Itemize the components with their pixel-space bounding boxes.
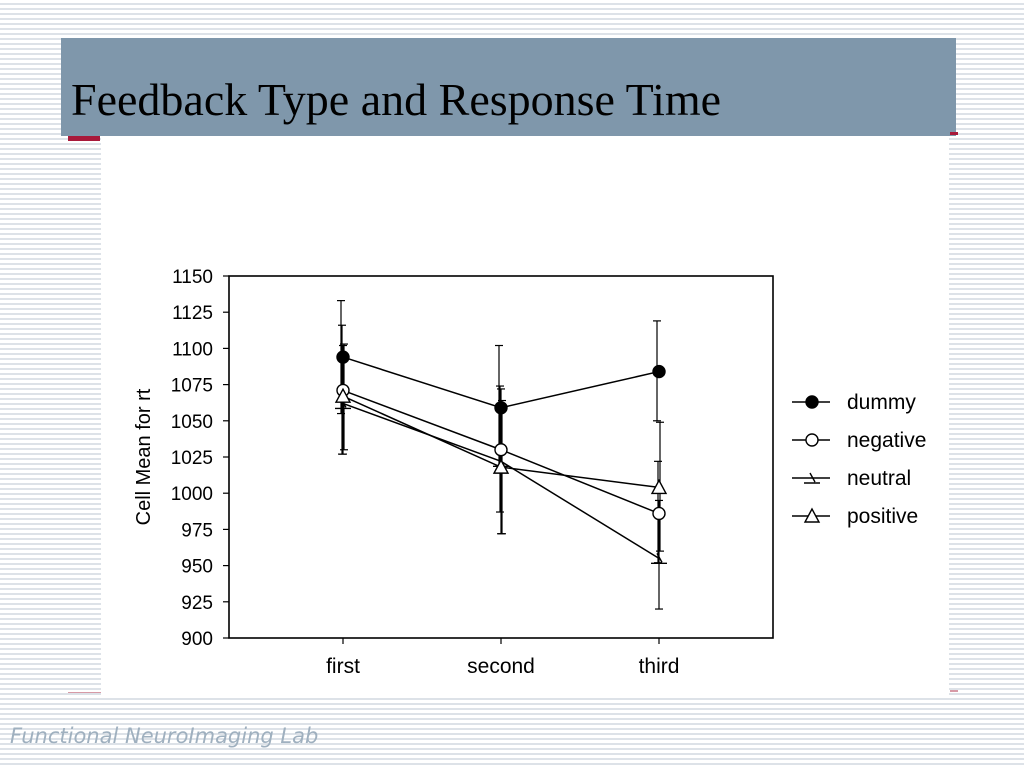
legend-label: negative	[847, 429, 926, 452]
data-point-dummy	[336, 350, 350, 364]
data-point-positive	[492, 458, 510, 474]
y-axis-label: Cell Mean for rt	[133, 388, 155, 525]
y-tick-label: 1150	[172, 267, 213, 288]
slide-content-panel	[101, 130, 949, 695]
x-tick-label: second	[467, 655, 535, 678]
data-point-positive	[650, 478, 668, 495]
legend-label: neutral	[847, 467, 911, 490]
y-tick-label: 1100	[172, 339, 213, 360]
legend-marker-neutral	[804, 472, 820, 484]
legend-marker-positive	[803, 507, 821, 523]
x-tick-label: third	[639, 655, 680, 678]
y-tick-label: 925	[181, 593, 213, 614]
data-point-positive	[334, 387, 352, 403]
title-accent-bar-right	[950, 132, 958, 135]
y-tick-label: 900	[181, 629, 213, 650]
y-tick-label: 1000	[171, 484, 213, 505]
y-tick-label: 1125	[172, 303, 213, 324]
data-point-neutral	[651, 553, 667, 565]
data-point-dummy	[494, 401, 508, 415]
data-point-dummy	[652, 364, 666, 379]
y-tick-label: 1050	[171, 412, 213, 433]
y-tick-label: 975	[181, 520, 213, 541]
bottom-accent-line-right	[950, 690, 958, 692]
footer-lab-name: Functional NeuroImaging Lab	[10, 724, 319, 748]
x-tick-label: first	[326, 655, 360, 678]
legend-marker-negative	[805, 433, 819, 447]
data-point-negative	[652, 506, 666, 521]
legend-label: dummy	[847, 391, 916, 414]
bottom-accent-line	[68, 692, 101, 693]
y-tick-label: 1025	[171, 448, 213, 469]
title-accent-bar	[68, 136, 100, 141]
legend-label: positive	[847, 505, 918, 528]
data-point-negative	[494, 443, 508, 457]
y-tick-label: 1075	[171, 376, 213, 397]
legend-marker-dummy	[805, 395, 819, 409]
slide-title: Feedback Type and Response Time	[71, 74, 722, 125]
title-bar	[61, 38, 956, 136]
y-tick-label: 950	[181, 557, 213, 578]
